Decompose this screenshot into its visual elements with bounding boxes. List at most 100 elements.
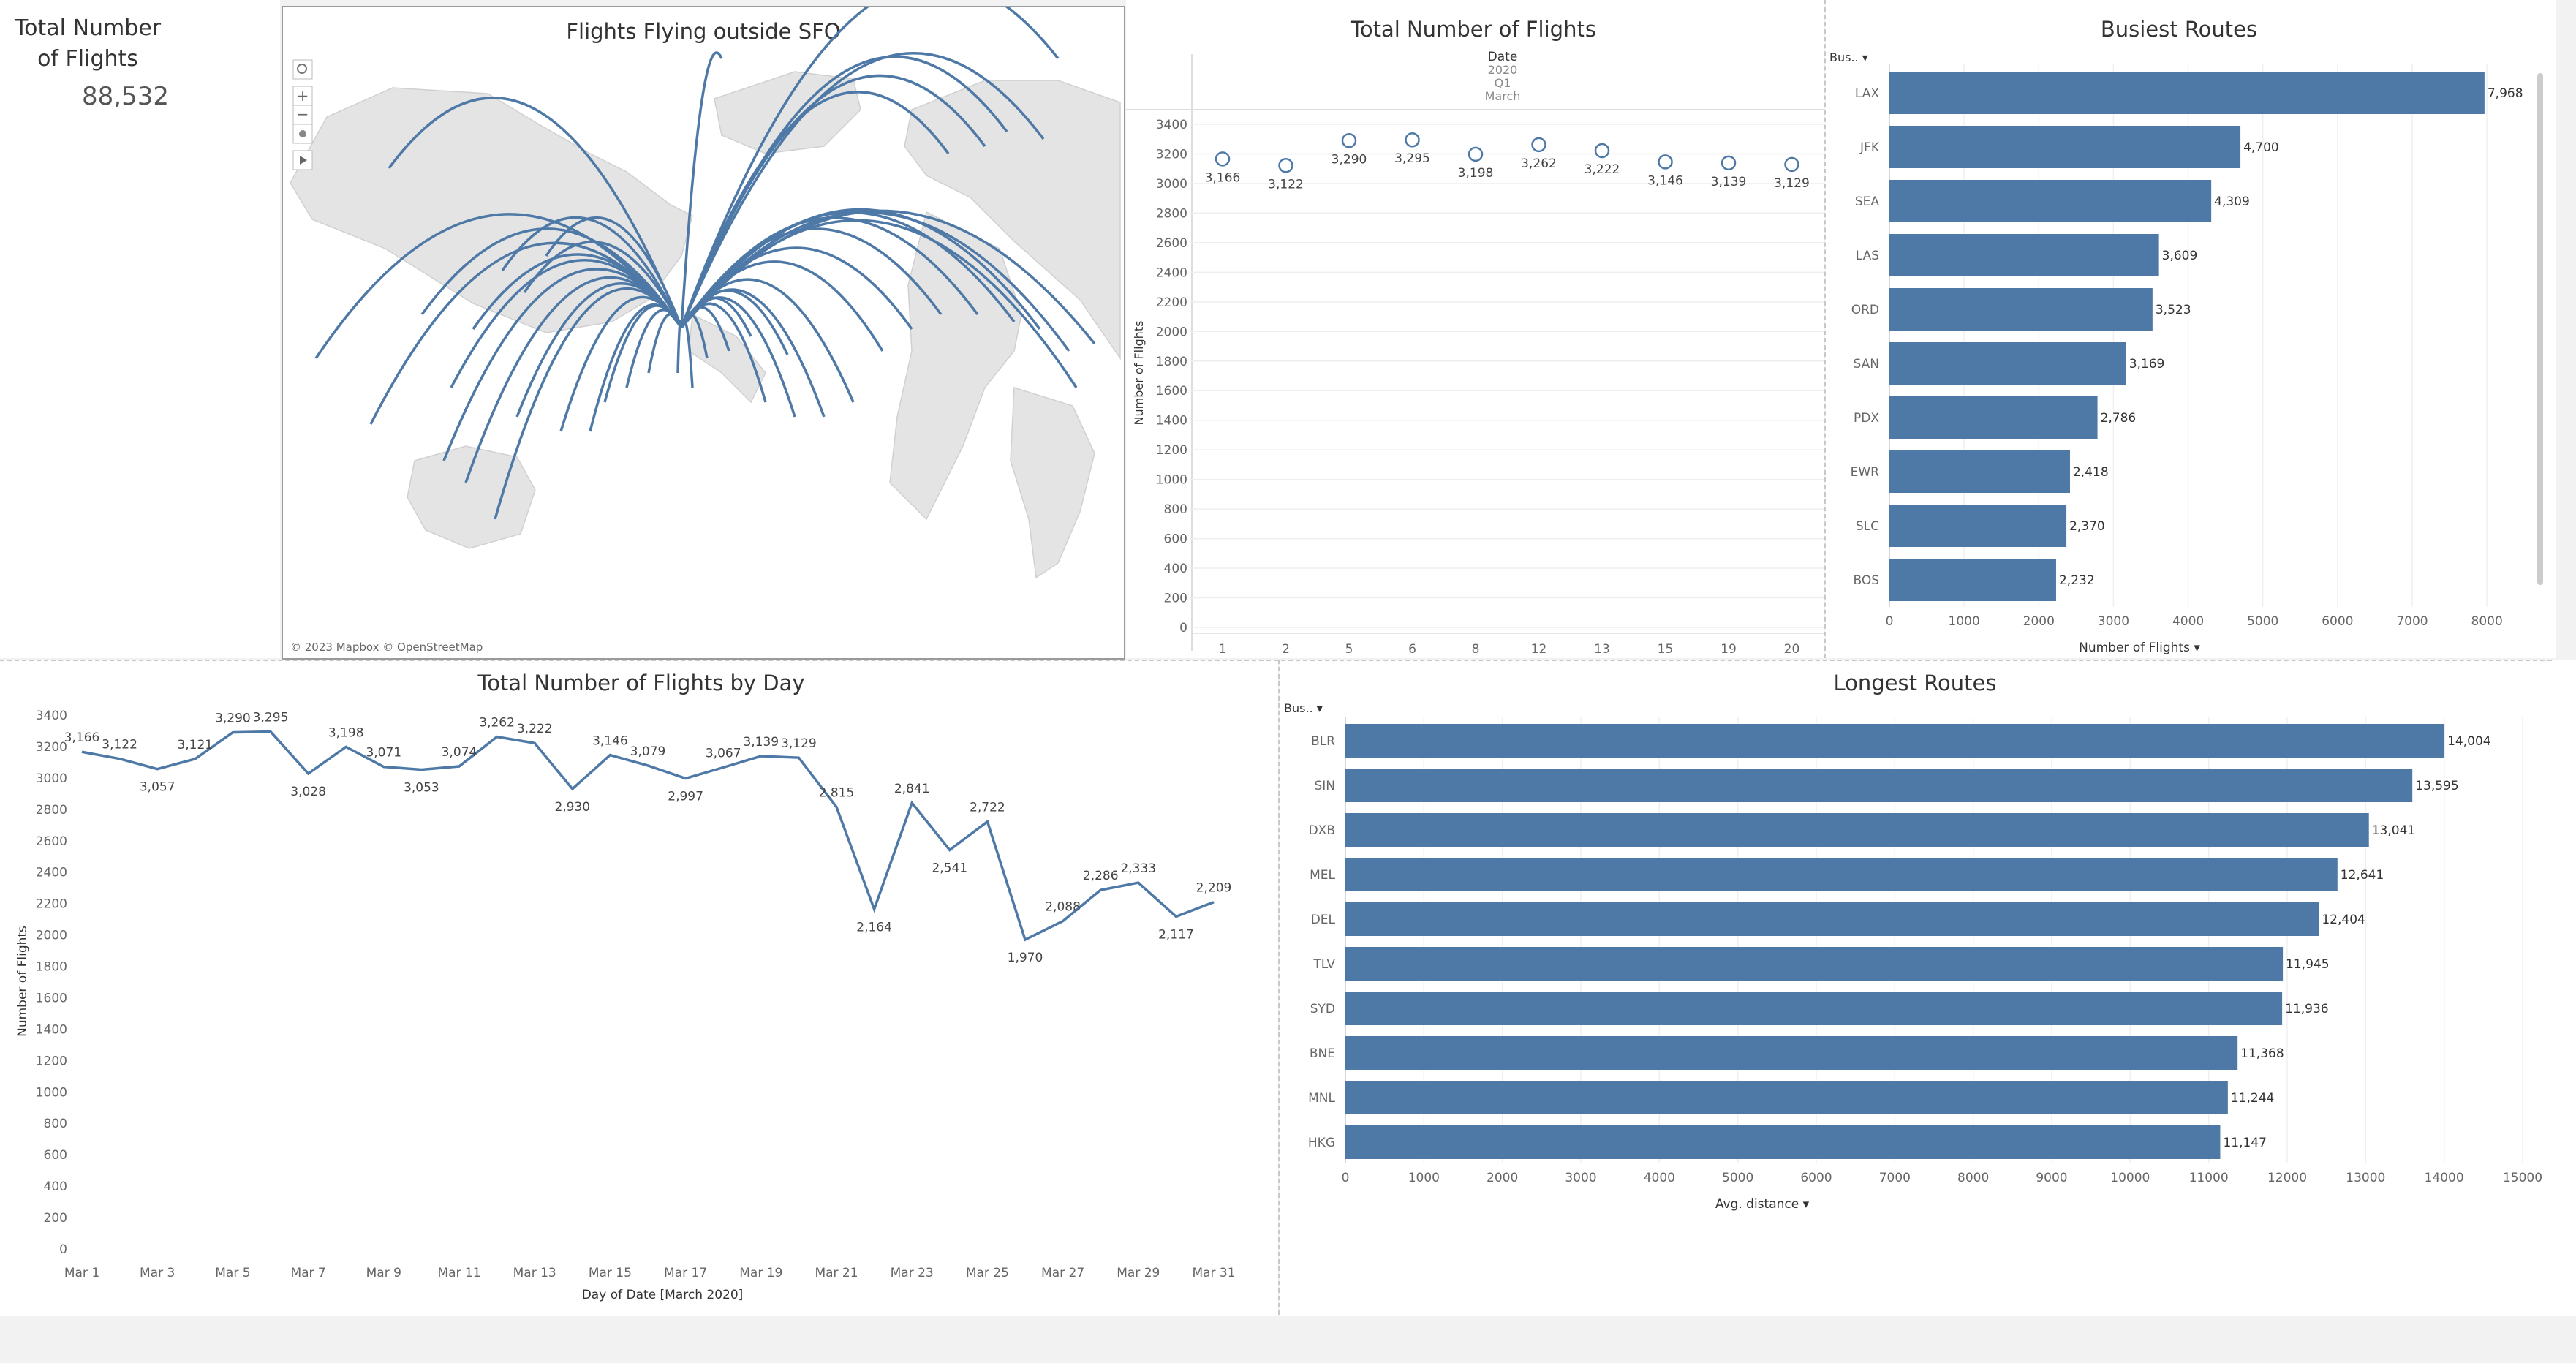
date-y-tick: 200 <box>1164 592 1187 606</box>
bar-value-label: 2,370 <box>2069 519 2105 534</box>
bar[interactable] <box>1345 1036 2238 1070</box>
map-svg[interactable]: Flights Flying outside SFO + − © 2023 Ma… <box>283 7 1124 658</box>
bar[interactable] <box>1345 769 2413 802</box>
date-point[interactable] <box>1341 133 1357 148</box>
bar[interactable] <box>1345 992 2283 1025</box>
bar-x-tick: 3000 <box>2098 614 2129 629</box>
bar-category-label: SYD <box>1310 1002 1335 1016</box>
date-point-label: 3,290 <box>1332 152 1367 167</box>
date-point[interactable] <box>1594 143 1610 159</box>
date-point-label: 3,139 <box>1711 175 1747 189</box>
date-point-label: 3,146 <box>1647 173 1683 188</box>
bar-category-label: SLC <box>1856 519 1879 534</box>
line-y-tick: 1200 <box>36 1054 67 1068</box>
pin-icon-glyph <box>299 130 306 137</box>
search-icon-glyph <box>297 64 307 74</box>
line-point-label: 2,286 <box>1083 869 1119 883</box>
bar-category-label: HKG <box>1308 1136 1335 1150</box>
bar[interactable] <box>1889 450 2070 493</box>
date-point[interactable] <box>1531 137 1546 153</box>
zoom-out-icon[interactable] <box>292 105 313 125</box>
flight-route <box>420 227 683 328</box>
bar[interactable] <box>1889 342 2126 385</box>
line-y-label: Number of Flights <box>15 926 30 1037</box>
bar-x-label: Avg. distance ▾ <box>1715 1197 1810 1212</box>
bar[interactable] <box>1889 234 2159 276</box>
bar[interactable] <box>1345 902 2319 936</box>
date-points: 3,166 3,122 3,290 3,295 3,198 3,262 3,222 3,146… <box>1205 132 1810 192</box>
line-point-label: 3,074 <box>442 745 477 760</box>
date-x-tick: 12 <box>1531 642 1547 657</box>
date-chart-panel: Total Number of Flights Date 2020 Q1 March … <box>1126 0 1824 658</box>
date-point-label: 3,222 <box>1584 162 1620 177</box>
zoom-in-icon[interactable] <box>292 86 313 106</box>
bar-category-label: MNL <box>1308 1091 1335 1106</box>
date-x-tick: 15 <box>1658 642 1674 657</box>
bar[interactable] <box>1345 813 2369 847</box>
bar[interactable] <box>1889 180 2212 222</box>
bar-x-tick: 6000 <box>2322 614 2353 629</box>
map-title: Flights Flying outside SFO <box>566 19 840 44</box>
bar-value-label: 3,169 <box>2129 357 2165 371</box>
bar-x-tick: 4000 <box>2172 614 2204 629</box>
date-point-label: 3,122 <box>1268 177 1304 192</box>
bar-x-tick: 0 <box>1342 1171 1350 1185</box>
date-point[interactable] <box>1405 132 1420 148</box>
land-europe-asia <box>904 80 1121 360</box>
bar-column-header[interactable]: Bus.. ▾ <box>1284 701 1323 715</box>
bar[interactable] <box>1889 505 2067 547</box>
line-point-label: 3,122 <box>102 738 137 752</box>
map-tools: + − <box>292 59 313 170</box>
line-y-tick: 2800 <box>36 803 67 818</box>
line-point-label: 2,997 <box>668 790 703 804</box>
bar-x-tick: 6000 <box>1800 1171 1832 1185</box>
bar-column-header[interactable]: Bus.. ▾ <box>1829 50 1868 64</box>
bar-category-label: JFK <box>1859 140 1880 155</box>
date-point[interactable] <box>1215 151 1231 167</box>
line-point-label: 2,930 <box>554 800 590 815</box>
bar[interactable] <box>1345 724 2445 758</box>
bar[interactable] <box>1345 858 2338 891</box>
date-point[interactable] <box>1468 146 1484 162</box>
date-point[interactable] <box>1278 158 1293 173</box>
line-point-label: 2,722 <box>970 801 1005 815</box>
kpi-panel: Total Number of Flights 88,532 <box>0 0 280 658</box>
line-y-tick: 1800 <box>36 960 67 975</box>
line-point-label: 3,166 <box>64 730 100 745</box>
line-point-label: 3,222 <box>517 722 553 736</box>
flight-route <box>676 320 683 374</box>
line-point-label: 2,815 <box>819 786 855 801</box>
date-y-tick: 800 <box>1164 502 1187 517</box>
bar-value-label: 2,786 <box>2101 411 2137 426</box>
date-y-tick: 2000 <box>1156 325 1187 339</box>
line-y-tick: 800 <box>44 1117 67 1131</box>
bar-category-label: PDX <box>1854 411 1879 426</box>
bar-category-label: EWR <box>1851 465 1880 480</box>
bar[interactable] <box>1889 396 2098 439</box>
date-x-tick: 6 <box>1408 642 1416 657</box>
bar-x-tick: 9000 <box>2036 1171 2067 1185</box>
by-day-title: Total Number of Flights by Day <box>477 671 804 695</box>
line-x-label: Day of Date [March 2020] <box>582 1288 744 1302</box>
date-point[interactable] <box>1658 154 1673 170</box>
line-x-tick: Mar 7 <box>290 1266 325 1280</box>
map-attribution: © 2023 Mapbox © OpenStreetMap <box>290 641 483 654</box>
line-point-label: 3,139 <box>743 735 779 750</box>
flight-route <box>388 97 683 328</box>
vertical-scrollbar[interactable] <box>2537 73 2543 585</box>
bar-value-label: 14,004 <box>2447 734 2490 749</box>
date-y-label: Number of Flights <box>1132 321 1146 426</box>
line-point-label: 3,067 <box>706 746 741 760</box>
bar[interactable] <box>1889 126 2241 168</box>
bar[interactable] <box>1345 1125 2221 1159</box>
bar[interactable] <box>1889 288 2153 331</box>
bar[interactable] <box>1345 1081 2228 1114</box>
bar[interactable] <box>1889 559 2056 601</box>
date-point[interactable] <box>1721 155 1737 171</box>
bar[interactable] <box>1345 947 2284 981</box>
line-point-label: 3,262 <box>479 716 515 730</box>
search-icon[interactable] <box>292 59 313 80</box>
date-point[interactable] <box>1784 156 1799 173</box>
bar[interactable] <box>1889 72 2485 114</box>
line-series[interactable] <box>81 730 1215 942</box>
